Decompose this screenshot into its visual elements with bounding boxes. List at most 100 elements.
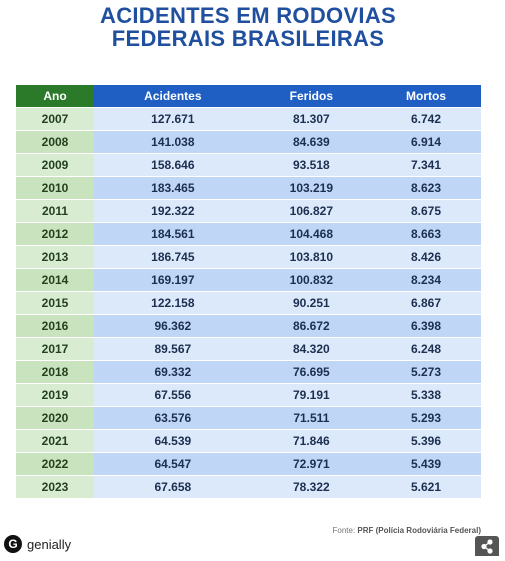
title: ACIDENTES EM RODOVIAS FEDERAIS BRASILEIR… xyxy=(0,4,496,50)
column-header: Ano xyxy=(16,85,94,107)
value-cell: 64.539 xyxy=(94,430,252,452)
year-cell: 2008 xyxy=(16,131,94,153)
year-cell: 2022 xyxy=(16,453,94,475)
table-body: 2007 127.671 81.307 6.742 2008 141.038 84.639 6… xyxy=(16,108,481,498)
year-cell: 2017 xyxy=(16,338,94,360)
value-cell: 84.639 xyxy=(251,131,371,153)
table-row: 2009 158.646 93.518 7.341 xyxy=(16,154,481,176)
value-cell: 141.038 xyxy=(94,131,252,153)
value-cell: 7.341 xyxy=(371,154,481,176)
value-cell: 76.695 xyxy=(251,361,371,383)
title-line: FEDERAIS BRASILEIRAS xyxy=(111,26,385,51)
value-cell: 71.846 xyxy=(251,430,371,452)
year-cell: 2009 xyxy=(16,154,94,176)
year-cell: 2019 xyxy=(16,384,94,406)
value-cell: 89.567 xyxy=(94,338,252,360)
share-icon xyxy=(481,539,493,554)
value-cell: 122.158 xyxy=(94,292,252,314)
value-cell: 158.646 xyxy=(94,154,252,176)
value-cell: 63.576 xyxy=(94,407,252,429)
table-row: 2021 64.539 71.846 5.396 xyxy=(16,430,481,452)
table-row: 2019 67.556 79.191 5.338 xyxy=(16,384,481,406)
value-cell: 8.426 xyxy=(371,246,481,268)
value-cell: 127.671 xyxy=(94,108,252,130)
table-row: 2018 69.332 76.695 5.273 xyxy=(16,361,481,383)
value-cell: 67.556 xyxy=(94,384,252,406)
value-cell: 184.561 xyxy=(94,223,252,245)
value-cell: 192.322 xyxy=(94,200,252,222)
source-name: PRF (Polícia Rodoviária Federal) xyxy=(357,526,481,535)
value-cell: 96.362 xyxy=(94,315,252,337)
table-row: 2016 96.362 86.672 6.398 xyxy=(16,315,481,337)
brand-logo: G xyxy=(4,535,22,553)
year-cell: 2016 xyxy=(16,315,94,337)
value-cell: 78.322 xyxy=(251,476,371,498)
brand-name: genially xyxy=(27,536,72,552)
table-row: 2007 127.671 81.307 6.742 xyxy=(16,108,481,130)
year-cell: 2015 xyxy=(16,292,94,314)
value-cell: 5.293 xyxy=(371,407,481,429)
table-row: 2022 64.547 72.971 5.439 xyxy=(16,453,481,475)
value-cell: 81.307 xyxy=(251,108,371,130)
table-row: 2014 169.197 100.832 8.234 xyxy=(16,269,481,291)
value-cell: 100.832 xyxy=(251,269,371,291)
value-cell: 5.621 xyxy=(371,476,481,498)
column-header: Acidentes xyxy=(94,85,252,107)
value-cell: 5.396 xyxy=(371,430,481,452)
value-cell: 79.191 xyxy=(251,384,371,406)
column-header: Feridos xyxy=(251,85,371,107)
value-cell: 103.810 xyxy=(251,246,371,268)
table-row: 2023 67.658 78.322 5.621 xyxy=(16,476,481,498)
value-cell: 6.248 xyxy=(371,338,481,360)
year-cell: 2012 xyxy=(16,223,94,245)
value-cell: 5.338 xyxy=(371,384,481,406)
column-header: Mortos xyxy=(371,85,481,107)
year-cell: 2021 xyxy=(16,430,94,452)
value-cell: 106.827 xyxy=(251,200,371,222)
value-cell: 6.914 xyxy=(371,131,481,153)
value-cell: 6.742 xyxy=(371,108,481,130)
value-cell: 67.658 xyxy=(94,476,252,498)
table-row: 2013 186.745 103.810 8.426 xyxy=(16,246,481,268)
value-cell: 5.439 xyxy=(371,453,481,475)
value-cell: 6.867 xyxy=(371,292,481,314)
value-cell: 86.672 xyxy=(251,315,371,337)
table-row: 2020 63.576 71.511 5.293 xyxy=(16,407,481,429)
data-table: Ano Acidentes Feridos Mortos 2007 127.671 81.… xyxy=(16,84,481,499)
value-cell: 5.273 xyxy=(371,361,481,383)
value-cell: 103.219 xyxy=(251,177,371,199)
value-cell: 8.234 xyxy=(371,269,481,291)
value-cell: 104.468 xyxy=(251,223,371,245)
table-row: 2011 192.322 106.827 8.675 xyxy=(16,200,481,222)
year-cell: 2010 xyxy=(16,177,94,199)
year-cell: 2023 xyxy=(16,476,94,498)
value-cell: 8.675 xyxy=(371,200,481,222)
source: Fonte: PRF (Polícia Rodoviária Federal) xyxy=(332,526,481,535)
table-row: 2017 89.567 84.320 6.248 xyxy=(16,338,481,360)
year-cell: 2018 xyxy=(16,361,94,383)
year-cell: 2014 xyxy=(16,269,94,291)
value-cell: 186.745 xyxy=(94,246,252,268)
table-row: 2012 184.561 104.468 8.663 xyxy=(16,223,481,245)
value-cell: 69.332 xyxy=(94,361,252,383)
value-cell: 84.320 xyxy=(251,338,371,360)
source-label: Fonte: xyxy=(332,526,356,535)
value-cell: 72.971 xyxy=(251,453,371,475)
value-cell: 6.398 xyxy=(371,315,481,337)
table-row: 2008 141.038 84.639 6.914 xyxy=(16,131,481,153)
table-row: 2015 122.158 90.251 6.867 xyxy=(16,292,481,314)
value-cell: 90.251 xyxy=(251,292,371,314)
value-cell: 183.465 xyxy=(94,177,252,199)
year-cell: 2007 xyxy=(16,108,94,130)
value-cell: 8.663 xyxy=(371,223,481,245)
value-cell: 64.547 xyxy=(94,453,252,475)
share-button[interactable] xyxy=(475,536,499,556)
value-cell: 93.518 xyxy=(251,154,371,176)
table-row: 2010 183.465 103.219 8.623 xyxy=(16,177,481,199)
year-cell: 2013 xyxy=(16,246,94,268)
title-line: ACIDENTES EM RODOVIAS xyxy=(100,3,396,28)
header-row: Ano Acidentes Feridos Mortos xyxy=(16,85,481,107)
value-cell: 71.511 xyxy=(251,407,371,429)
